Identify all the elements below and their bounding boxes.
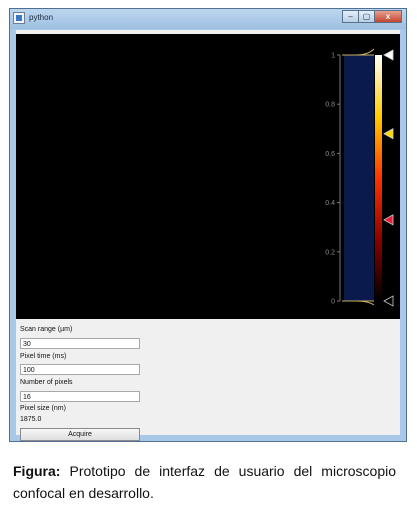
figure-caption: Figura: Prototipo de interfaz de usuario… (13, 460, 396, 504)
title-bar[interactable]: python – ▢ x (10, 9, 406, 29)
colormap-handle[interactable] (383, 49, 394, 61)
histogram-region[interactable] (344, 55, 374, 301)
num-pixels-input[interactable]: 16 (20, 391, 140, 402)
client-area: 1 0.8 0.6 0.4 0.2 0 Scan range (µm) 30 Pixel … (16, 30, 400, 441)
app-icon (13, 12, 25, 24)
pixel-time-input[interactable]: 100 (20, 364, 140, 375)
axis-tick-label: 1 (331, 53, 335, 60)
axis-tick-label: 0 (331, 299, 335, 306)
axis-tick-label: 0.4 (325, 200, 335, 207)
caption-label: Figura: (13, 463, 61, 479)
window-controls: – ▢ x (342, 10, 402, 24)
pixel-time-label: Pixel time (ms) (20, 353, 67, 360)
close-button[interactable]: x (374, 10, 402, 23)
colormap-handle[interactable] (383, 295, 394, 307)
axis-tick-label: 0.8 (325, 102, 335, 109)
axis-tick-label: 0.2 (325, 249, 335, 256)
image-view[interactable]: 1 0.8 0.6 0.4 0.2 0 (16, 34, 400, 319)
app-window: python – ▢ x 1 0.8 0.6 0.4 0.2 0 Scan range (… (9, 8, 407, 442)
axis-tick-label: 0.6 (325, 151, 335, 158)
num-pixels-label: Number of pixels (20, 379, 73, 386)
histogram-lut-widget[interactable]: 1 0.8 0.6 0.4 0.2 0 (16, 34, 400, 319)
region-link-curve (355, 48, 375, 56)
window-title: python (29, 13, 54, 22)
pixel-size-value: 1875.0 (20, 416, 42, 423)
colormap-handles[interactable] (355, 48, 394, 307)
caption-text: Prototipo de interfaz de usuario del mic… (13, 463, 396, 501)
colormap-handle[interactable] (383, 214, 394, 226)
colormap-gradient-bar[interactable] (375, 55, 382, 301)
minimize-button[interactable]: – (342, 10, 359, 23)
histogram-axis: 1 0.8 0.6 0.4 0.2 0 (325, 53, 341, 306)
pixel-size-label: Pixel size (nm) (20, 405, 66, 412)
acquire-button[interactable]: Acquire (20, 428, 140, 441)
colormap-handle[interactable] (383, 128, 394, 140)
scan-range-input[interactable]: 30 (20, 338, 140, 349)
region-link-curve (355, 300, 375, 306)
scan-range-label: Scan range (µm) (20, 326, 73, 333)
maximize-button[interactable]: ▢ (358, 10, 375, 23)
